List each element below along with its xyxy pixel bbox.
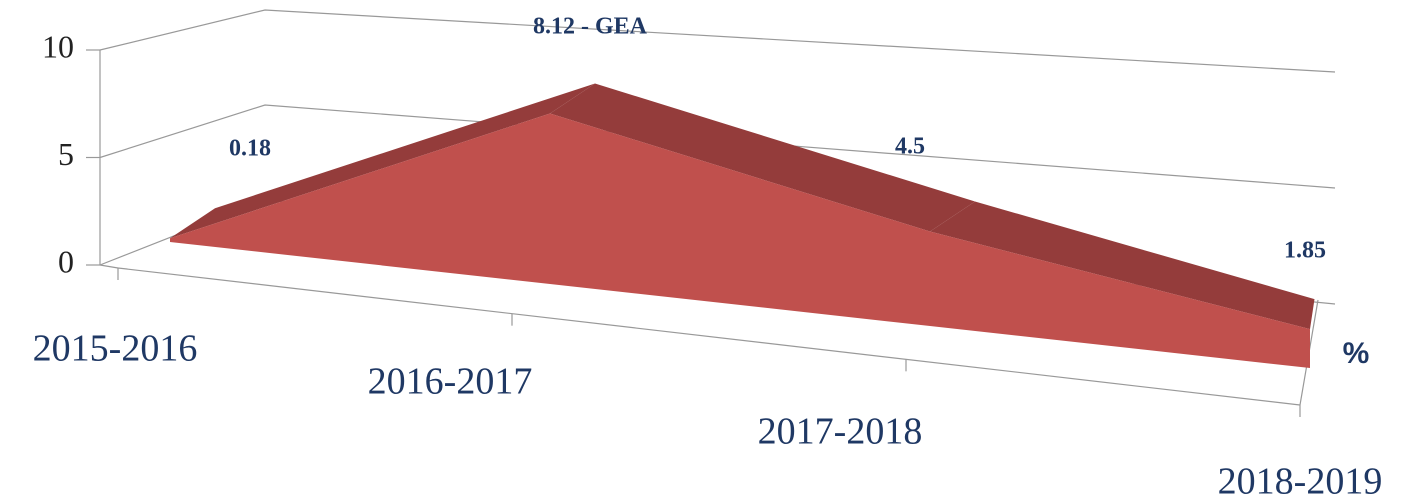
y-tick-label: 5 bbox=[58, 136, 74, 172]
x-tick-label: 2018-2019 bbox=[1218, 461, 1383, 503]
grid-line bbox=[99, 9, 1336, 73]
grid-line bbox=[99, 104, 1336, 189]
x-tick-label: 2016-2017 bbox=[368, 361, 533, 403]
data-label: 1.85 bbox=[1284, 238, 1326, 264]
data-label: 8.12 - GEA bbox=[533, 14, 648, 40]
y-tick-label: 10 bbox=[42, 28, 74, 64]
y-tick-label: 0 bbox=[58, 243, 74, 279]
area-front-face bbox=[170, 113, 1310, 368]
x-axis-back bbox=[99, 264, 119, 269]
data-label: 0.18 bbox=[229, 136, 271, 162]
data-label: 4.5 bbox=[895, 134, 925, 160]
area-top-face bbox=[550, 83, 975, 232]
x-axis bbox=[117, 267, 1301, 406]
area-top-face bbox=[930, 201, 1315, 330]
x-tick-label: 2017-2018 bbox=[758, 411, 923, 453]
series-label: % bbox=[1343, 337, 1370, 370]
area-top-face bbox=[170, 83, 595, 239]
x-tick-label: 2015-2016 bbox=[33, 328, 198, 370]
